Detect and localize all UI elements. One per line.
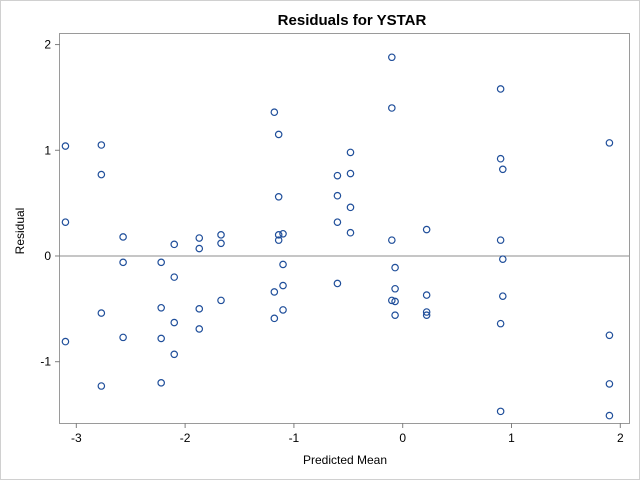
data-point bbox=[170, 273, 179, 281]
data-point bbox=[346, 148, 355, 157]
data-point bbox=[422, 311, 431, 319]
data-point bbox=[61, 218, 70, 226]
x-axis-label: Predicted Mean bbox=[303, 453, 387, 467]
data-point bbox=[195, 325, 204, 333]
data-points bbox=[61, 53, 614, 420]
data-point bbox=[422, 308, 431, 316]
data-point bbox=[346, 228, 355, 237]
y-tick-label: -1 bbox=[40, 355, 51, 369]
chart-title: Residuals for YSTAR bbox=[278, 12, 427, 29]
y-tick-label: 0 bbox=[44, 249, 51, 263]
data-point bbox=[422, 225, 431, 234]
data-point bbox=[217, 231, 225, 239]
x-tick-label: -3 bbox=[71, 431, 82, 445]
data-point bbox=[195, 244, 204, 253]
data-point bbox=[605, 331, 614, 340]
data-point bbox=[195, 234, 204, 242]
data-point bbox=[119, 233, 127, 241]
data-point bbox=[605, 380, 614, 388]
data-point bbox=[496, 85, 505, 93]
data-point bbox=[333, 279, 342, 288]
x-tick-label: -2 bbox=[180, 431, 191, 445]
data-point bbox=[333, 191, 342, 200]
data-point bbox=[61, 337, 70, 346]
data-point bbox=[498, 165, 507, 174]
data-point bbox=[498, 292, 507, 300]
data-point bbox=[274, 130, 283, 139]
data-point bbox=[346, 169, 355, 178]
data-point bbox=[388, 296, 396, 305]
data-point bbox=[274, 192, 283, 201]
data-point bbox=[270, 314, 279, 323]
data-point bbox=[605, 139, 614, 147]
data-point bbox=[97, 382, 106, 390]
data-point bbox=[270, 288, 279, 296]
data-point bbox=[391, 311, 399, 319]
data-point bbox=[498, 255, 507, 263]
data-point bbox=[279, 281, 287, 290]
data-point bbox=[270, 108, 279, 117]
data-point bbox=[333, 218, 342, 226]
x-tick-label: 0 bbox=[399, 431, 406, 445]
y-tick-label: 1 bbox=[44, 143, 51, 157]
data-point bbox=[496, 407, 505, 416]
data-point bbox=[274, 231, 283, 239]
data-point bbox=[217, 239, 225, 248]
data-point bbox=[119, 258, 127, 267]
data-point bbox=[279, 229, 287, 238]
data-point bbox=[157, 334, 165, 343]
data-point bbox=[388, 104, 396, 112]
data-point bbox=[422, 291, 431, 299]
y-axis-label: Residual bbox=[13, 208, 27, 255]
y-tick-label: 2 bbox=[44, 38, 51, 52]
data-point bbox=[333, 171, 342, 180]
data-point bbox=[496, 154, 505, 163]
x-axis: -3 -2 -1 0 1 2 bbox=[71, 423, 624, 445]
data-point bbox=[195, 305, 204, 313]
data-point bbox=[279, 306, 287, 314]
x-tick-label: 2 bbox=[617, 431, 624, 445]
data-point bbox=[119, 333, 127, 342]
data-point bbox=[157, 258, 165, 267]
data-point bbox=[97, 309, 106, 317]
data-point bbox=[61, 142, 70, 150]
data-point bbox=[170, 240, 179, 249]
data-point bbox=[496, 319, 505, 328]
data-point bbox=[217, 296, 225, 305]
data-point bbox=[157, 379, 165, 387]
x-tick-label: -1 bbox=[289, 431, 300, 445]
data-point bbox=[388, 236, 396, 244]
data-point bbox=[170, 318, 179, 327]
y-axis: -1 0 1 2 bbox=[40, 38, 60, 369]
data-point bbox=[346, 203, 355, 212]
data-point bbox=[279, 260, 287, 269]
data-point bbox=[170, 350, 179, 359]
data-point bbox=[391, 297, 399, 306]
data-point bbox=[391, 284, 399, 293]
data-point bbox=[97, 141, 106, 149]
data-point bbox=[496, 236, 505, 244]
data-point bbox=[388, 53, 396, 62]
data-point bbox=[97, 170, 106, 179]
data-point bbox=[274, 236, 283, 244]
data-point bbox=[605, 411, 614, 420]
plot-area bbox=[59, 33, 630, 424]
data-point bbox=[157, 303, 165, 312]
data-point bbox=[391, 263, 399, 272]
x-tick-label: 1 bbox=[508, 431, 515, 445]
